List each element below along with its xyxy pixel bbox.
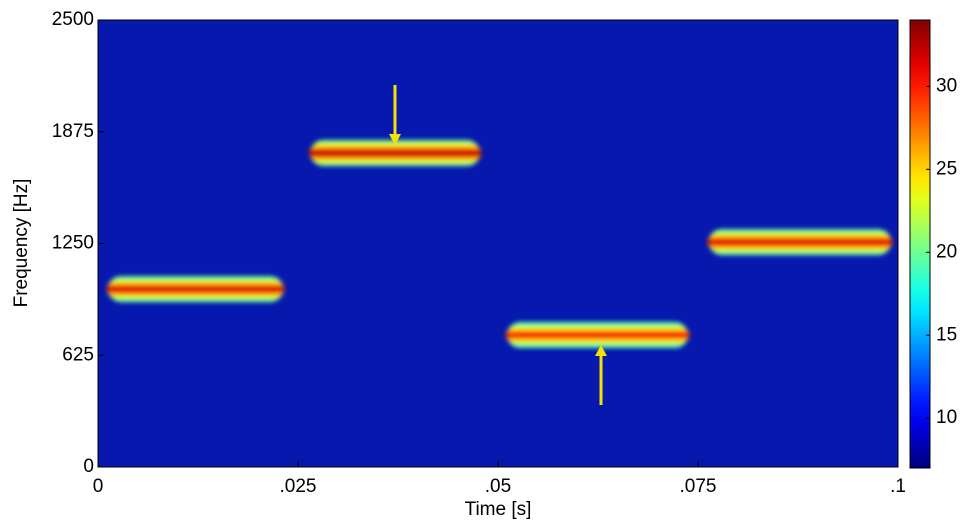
tone-segment (308, 140, 482, 167)
y-tick-label: 1875 (52, 121, 94, 142)
x-tick-label: .05 (485, 476, 511, 497)
colorbar-tick-label: 25 (936, 158, 957, 179)
tone-band (706, 240, 894, 245)
y-axis-label: Frequency [Hz] (11, 179, 32, 308)
colorbar-tick-label: 30 (936, 75, 957, 96)
x-tick-label: .025 (280, 476, 317, 497)
tone-segment (706, 229, 894, 256)
tone-band (308, 151, 482, 156)
colorbar-tick-label: 10 (936, 407, 957, 428)
y-tick-label: 1250 (52, 233, 94, 254)
y-tick-label: 0 (83, 456, 94, 477)
colorbar-tick-label: 20 (936, 241, 957, 262)
x-axis-label: Time [s] (465, 499, 532, 520)
y-tick-label: 625 (62, 344, 94, 365)
x-tick-label: .1 (890, 476, 906, 497)
tone-segment (505, 322, 690, 349)
y-tick-label: 2500 (52, 9, 94, 30)
colorbar-tick-label: 15 (936, 324, 957, 345)
tone-band (505, 333, 690, 338)
x-tick-label: .075 (680, 476, 717, 497)
x-tick-label: 0 (93, 476, 104, 497)
arrow-head (389, 134, 401, 145)
arrow-head (595, 345, 607, 356)
tone-band (106, 287, 286, 292)
tone-segment (106, 276, 286, 303)
colorbar (909, 19, 931, 469)
